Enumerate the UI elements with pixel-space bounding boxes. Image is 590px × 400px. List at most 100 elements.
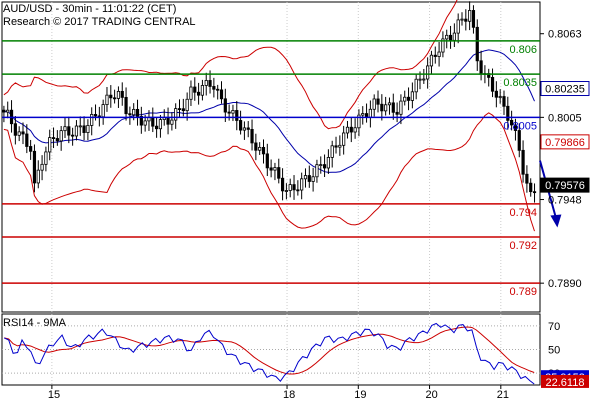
candle — [9, 100, 14, 133]
candle — [2, 105, 6, 123]
candle-body — [277, 167, 281, 179]
candle-body — [422, 78, 426, 81]
candle — [193, 77, 197, 101]
candle — [181, 98, 185, 117]
candle — [151, 107, 155, 133]
candle — [242, 121, 247, 140]
candle-body — [322, 164, 327, 169]
candle — [326, 149, 330, 174]
time-tick-label-3: 20 — [426, 389, 438, 400]
candle-body — [261, 146, 266, 155]
candle-body — [361, 113, 365, 116]
candle-body — [437, 51, 441, 57]
level-label-4: 0.792 — [509, 240, 537, 252]
candle — [254, 133, 258, 161]
candle-body — [36, 169, 40, 184]
candle-body — [21, 131, 25, 135]
candle-body — [6, 109, 10, 113]
candle — [200, 79, 205, 101]
candle — [445, 29, 449, 49]
candle — [250, 119, 254, 151]
candle — [174, 103, 178, 129]
level-label-0: 0.806 — [509, 44, 537, 56]
candle — [113, 89, 117, 104]
candle — [196, 82, 201, 105]
candle-body — [452, 32, 456, 41]
rsi-tick-label-0: 70 — [548, 321, 560, 333]
candle-body — [238, 120, 243, 131]
candle-body — [445, 34, 449, 40]
time-tick-label-2: 19 — [354, 389, 366, 400]
candle-body — [292, 184, 296, 191]
candle — [307, 165, 311, 188]
candle — [166, 107, 170, 135]
candle-body — [426, 65, 430, 80]
candle — [517, 123, 521, 158]
candle — [120, 82, 124, 106]
candle — [135, 99, 140, 126]
candle — [273, 162, 277, 181]
candle-body — [506, 105, 510, 121]
price-badge-bg-1 — [540, 134, 590, 150]
copyright-note: Research © 2017 TRADING CENTRAL — [3, 16, 196, 28]
candle-body — [303, 175, 308, 180]
candle-body — [139, 115, 143, 126]
candle — [429, 50, 434, 75]
moving-average-line — [3, 49, 535, 173]
candle — [353, 118, 357, 139]
price-panel-frame — [1, 1, 541, 313]
candle-body — [216, 88, 220, 91]
price-badge-bg-0 — [540, 81, 590, 97]
candle-body — [376, 98, 380, 105]
candle-body — [479, 60, 483, 75]
candle — [128, 106, 132, 125]
candle-body — [158, 119, 163, 130]
candle-body — [120, 90, 124, 98]
moving-average — [3, 49, 535, 173]
candle — [464, 9, 468, 31]
candle-body — [71, 134, 75, 137]
grid — [1, 1, 541, 386]
candle — [93, 104, 98, 121]
candle-body — [189, 86, 193, 100]
candle-body — [414, 78, 418, 93]
candle-body — [441, 38, 445, 53]
time-axis: 15 18 19 20 21 — [48, 385, 509, 400]
candle — [426, 57, 430, 89]
candle-body — [151, 117, 155, 127]
candle — [82, 116, 86, 141]
candle — [422, 68, 426, 84]
candle — [437, 42, 441, 67]
candle — [433, 46, 437, 64]
candle-body — [177, 108, 182, 110]
candle — [40, 155, 44, 181]
candle — [189, 80, 193, 106]
candle-body — [510, 119, 514, 126]
candle-body — [433, 54, 437, 57]
bollinger-lower — [3, 112, 535, 232]
rsi-ma-line — [4, 326, 535, 375]
candle — [32, 144, 37, 193]
candle-body — [155, 125, 159, 130]
candle-body — [529, 182, 533, 193]
time-tick-label-1: 18 — [283, 389, 295, 400]
candle — [338, 135, 342, 156]
candle — [269, 159, 273, 178]
candle — [349, 117, 353, 143]
candle-body — [391, 102, 395, 113]
candle-body — [448, 34, 453, 41]
candle-body — [74, 125, 79, 137]
candle — [494, 81, 498, 108]
candle — [155, 117, 159, 138]
time-tick-label-0: 15 — [48, 389, 60, 400]
price-badge-bg-2 — [540, 177, 590, 193]
candle — [456, 13, 460, 44]
candle — [361, 106, 365, 125]
candle-body — [44, 151, 48, 165]
candle-body — [418, 78, 422, 81]
candle — [387, 97, 392, 115]
candle — [441, 31, 445, 58]
candle — [101, 99, 105, 125]
bollinger-upper — [3, 0, 458, 130]
bollinger-bands — [3, 0, 535, 232]
